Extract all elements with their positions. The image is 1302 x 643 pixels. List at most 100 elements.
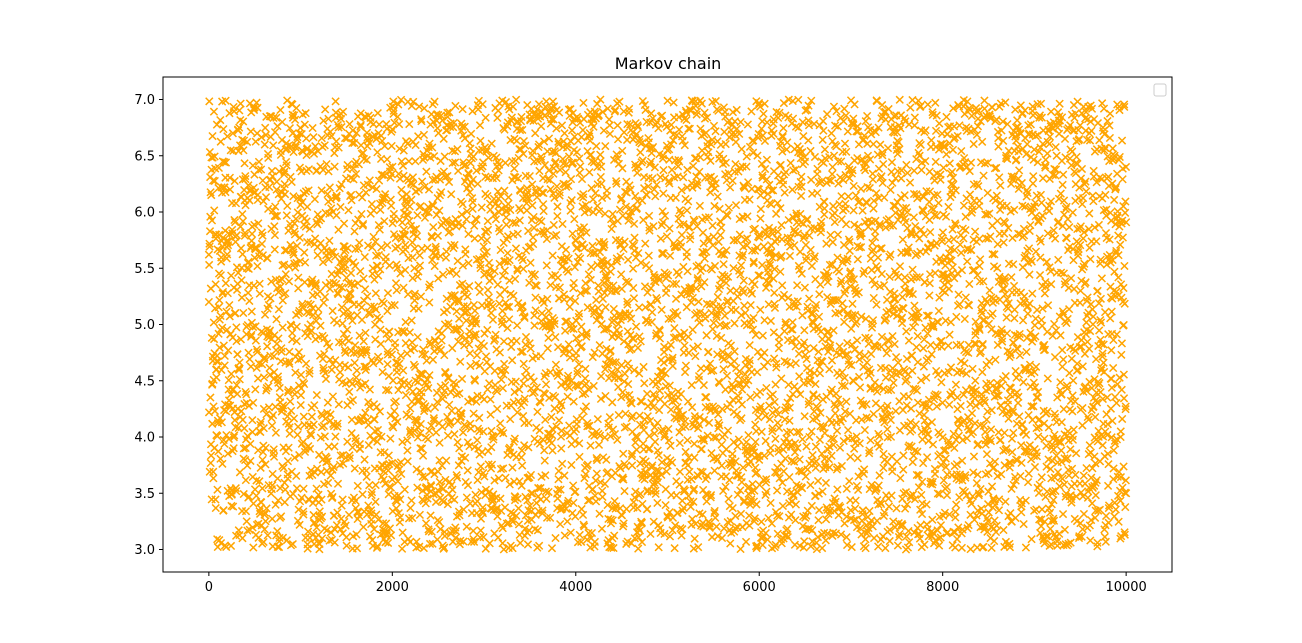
data-point-x-marker: [688, 325, 697, 334]
data-point-x-marker: [555, 367, 564, 377]
data-point-x-marker: [205, 260, 214, 270]
data-point-x-marker: [245, 354, 254, 364]
data-point-x-marker: [771, 434, 780, 443]
data-point-x-marker: [573, 367, 582, 376]
data-point-x-marker: [564, 496, 573, 505]
data-point-x-marker: [581, 279, 590, 288]
data-point-x-marker: [417, 115, 426, 124]
data-point-x-marker: [283, 388, 293, 397]
data-point-x-marker: [251, 245, 260, 254]
data-point-x-marker: [464, 340, 474, 349]
data-point-x-marker: [302, 217, 311, 226]
data-point-x-marker: [504, 199, 513, 209]
data-point-x-marker: [581, 470, 590, 479]
data-point-x-marker: [387, 201, 396, 210]
data-point-x-marker: [347, 415, 356, 424]
data-point-x-marker: [733, 292, 742, 301]
data-point-x-marker: [272, 315, 281, 324]
data-point-x-marker: [796, 191, 806, 201]
data-point-x-marker: [371, 335, 380, 344]
data-point-x-marker: [261, 123, 270, 132]
data-point-x-marker: [685, 467, 694, 476]
data-point-x-marker: [875, 471, 884, 480]
data-point-x-marker: [361, 362, 371, 371]
data-point-x-marker: [586, 150, 596, 159]
data-point-x-marker: [699, 381, 708, 390]
data-point-x-marker: [334, 338, 344, 347]
data-point-x-marker: [548, 251, 557, 260]
data-point-x-marker: [830, 217, 839, 227]
data-point-x-marker: [540, 160, 550, 170]
data-point-x-marker: [389, 106, 398, 115]
data-point-x-marker: [904, 336, 914, 345]
data-point-x-marker: [443, 500, 452, 509]
data-point-x-marker: [292, 337, 301, 346]
data-point-x-marker: [502, 220, 511, 229]
data-point-x-marker: [822, 110, 832, 119]
data-point-x-marker: [555, 108, 564, 117]
data-point-x-marker: [468, 198, 477, 207]
data-point-x-marker: [646, 284, 656, 293]
data-point-x-marker: [860, 465, 869, 474]
data-point-x-marker: [443, 412, 452, 422]
data-point-x-marker: [227, 369, 236, 379]
data-point-x-marker: [258, 231, 267, 240]
data-point-x-marker: [217, 418, 226, 427]
data-point-x-marker: [519, 136, 529, 146]
data-point-x-marker: [276, 105, 285, 115]
data-point-x-marker: [495, 227, 504, 236]
data-point-x-marker: [545, 175, 555, 185]
data-point-x-marker: [347, 379, 357, 389]
data-point-x-marker: [333, 508, 342, 517]
data-point-x-marker: [407, 496, 416, 505]
data-point-x-marker: [544, 333, 553, 343]
data-point-x-marker: [250, 485, 260, 494]
data-point-x-marker: [401, 317, 410, 327]
data-point-x-marker: [221, 158, 231, 167]
data-point-x-marker: [827, 451, 836, 460]
data-point-x-marker: [241, 475, 250, 485]
data-point-x-marker: [877, 269, 886, 279]
data-point-x-marker: [533, 526, 542, 535]
data-point-x-marker: [556, 485, 565, 494]
data-point-x-marker: [784, 380, 793, 389]
data-point-x-marker: [895, 95, 904, 104]
data-point-x-marker: [486, 395, 495, 404]
data-point-x-marker: [585, 168, 594, 177]
data-point-x-marker: [651, 192, 660, 201]
data-point-x-marker: [287, 177, 296, 187]
data-point-x-marker: [420, 104, 429, 113]
data-point-x-marker: [663, 96, 672, 105]
data-point-x-marker: [209, 318, 218, 327]
data-point-x-marker: [326, 471, 335, 480]
data-point-x-marker: [526, 470, 536, 480]
data-point-x-marker: [505, 276, 514, 285]
data-point-x-marker: [328, 306, 337, 316]
data-point-x-marker: [248, 416, 257, 425]
data-point-x-marker: [719, 260, 728, 269]
data-point-x-marker: [462, 215, 471, 224]
data-point-x-marker: [548, 431, 557, 440]
data-point-x-marker: [258, 176, 267, 185]
data-point-x-marker: [259, 197, 268, 206]
data-point-x-marker: [231, 484, 240, 493]
data-point-x-marker: [238, 217, 248, 226]
data-point-x-marker: [497, 521, 506, 530]
data-point-x-marker: [324, 167, 333, 176]
data-point-x-marker: [471, 317, 480, 326]
data-point-x-marker: [230, 176, 239, 186]
data-point-x-marker: [584, 270, 593, 279]
data-point-x-marker: [779, 123, 788, 133]
data-point-x-marker: [505, 480, 514, 489]
data-point-x-marker: [717, 461, 726, 470]
data-point-x-marker: [338, 319, 347, 328]
data-point-x-marker: [212, 373, 221, 382]
data-point-x-marker: [680, 341, 689, 350]
data-point-x-marker: [602, 455, 611, 464]
data-point-x-marker: [282, 161, 291, 170]
data-point-x-marker: [826, 230, 835, 240]
data-point-x-marker: [563, 267, 573, 276]
data-point-x-marker: [367, 490, 376, 500]
data-point-x-marker: [424, 208, 433, 217]
data-point-x-marker: [254, 157, 264, 166]
